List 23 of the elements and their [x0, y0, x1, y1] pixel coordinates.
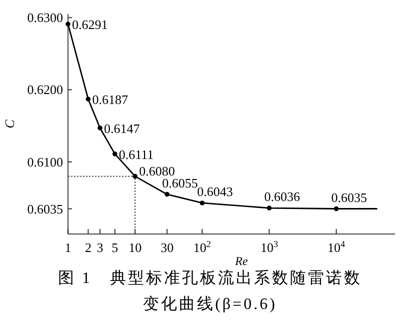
x-tick-label: 10$^{4}$	[328, 239, 346, 255]
x-tick-label: 5	[112, 240, 118, 255]
y-tick-label: 0.6300	[27, 10, 63, 26]
y-tick-label: 0.6200	[27, 82, 63, 98]
x-tick-label: 10$^{3}$	[260, 239, 278, 255]
data-label: 0.6035	[331, 190, 368, 205]
data-label: 0.6043	[197, 184, 233, 199]
x-tick-label: 2	[84, 240, 92, 255]
x-axis-title: Re	[234, 254, 248, 268]
data-label: 0.6187	[92, 92, 128, 108]
x-tick-label: 30	[160, 240, 174, 255]
data-label: 0.6111	[118, 146, 154, 162]
y-tick-label: 0.6100	[27, 154, 63, 170]
y-tick-label: 0.6035	[27, 201, 63, 216]
text: 图 1 典型标准孔板流出系数随雷诺数变化曲线(β=0.6)	[58, 270, 362, 313]
y-axis-title: C	[2, 119, 17, 128]
x-tick-label: 1	[64, 240, 72, 255]
data-label: 0.6036	[264, 189, 300, 204]
data-label: 0.6291	[72, 17, 108, 32]
x-tick-label: 10	[128, 240, 142, 255]
x-tick-label: 10$^{2}$	[193, 239, 212, 255]
x-tick-label: 3	[96, 240, 104, 255]
data-label: 0.6147	[104, 120, 140, 136]
